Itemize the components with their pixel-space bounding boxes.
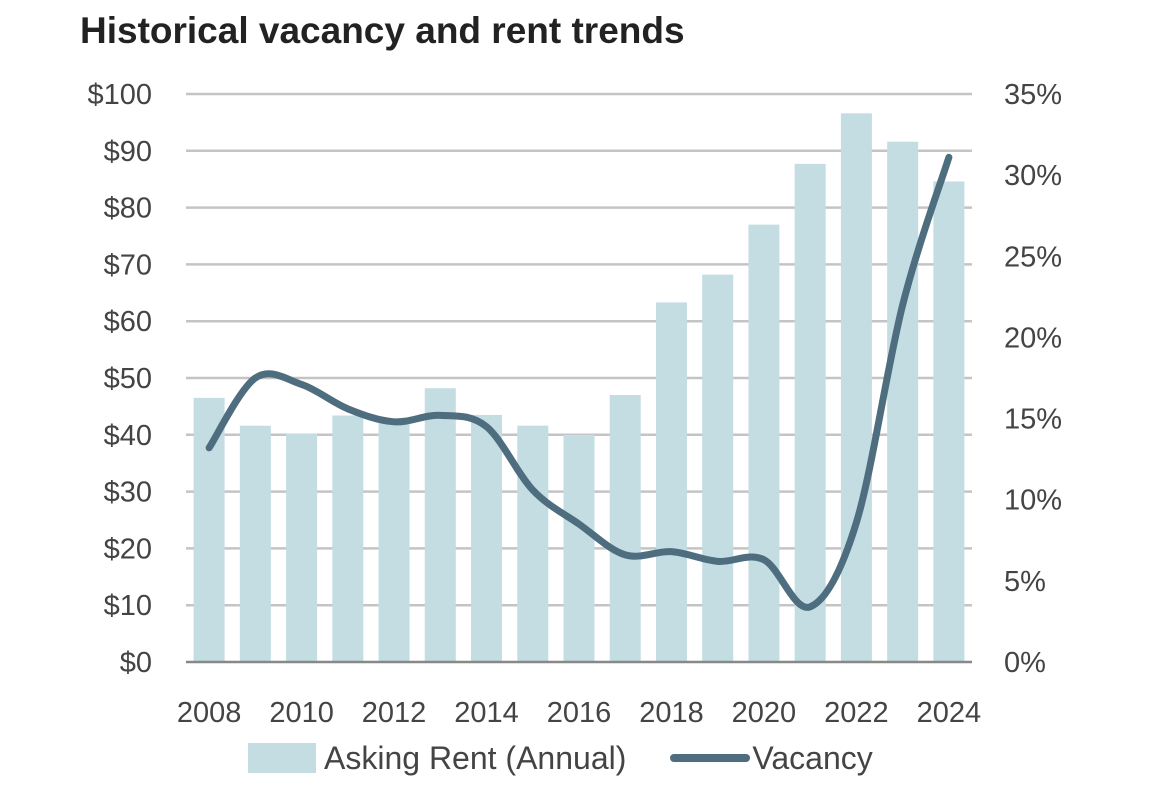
right-tick-label: 15% <box>1004 404 1062 436</box>
x-tick-label: 2020 <box>732 697 797 729</box>
rent-bar <box>378 421 410 662</box>
x-axis-ticks: 2008 2010 2012 2014 2016 2018 2020 2022 2024 <box>177 697 981 729</box>
rent-bar <box>840 113 872 662</box>
vacancy-line-group <box>205 153 953 611</box>
rent-bar <box>471 414 503 662</box>
combo-chart: $0 $10 $20 $30 $40 $50 $60 $70 $80 $90 $100 0% 5% 10… <box>87 79 1062 729</box>
left-tick-label: $80 <box>104 193 152 225</box>
legend-label-rent: Asking Rent (Annual) <box>324 739 627 776</box>
x-tick-label: 2022 <box>824 697 889 729</box>
x-tick-label: 2008 <box>177 697 242 729</box>
chart-title: Historical vacancy and rent trends <box>80 10 685 51</box>
rent-bar <box>748 224 780 662</box>
rent-bar <box>424 388 456 662</box>
left-y-axis-ticks: $0 $10 $20 $30 $40 $50 $60 $70 $80 $90 $100 <box>87 79 152 679</box>
rent-bar <box>563 434 595 662</box>
right-tick-label: 30% <box>1004 160 1062 192</box>
x-tick-label: 2012 <box>362 697 427 729</box>
rent-bar <box>517 425 549 662</box>
legend-item-rent: Asking Rent (Annual) <box>248 740 626 777</box>
x-tick-label: 2018 <box>639 697 704 729</box>
right-tick-label: 0% <box>1004 647 1046 679</box>
right-y-axis-ticks: 0% 5% 10% 15% 20% 25% 30% 35% <box>1004 79 1062 679</box>
rent-bar <box>933 181 965 663</box>
left-tick-label: $30 <box>104 477 152 509</box>
left-tick-label: $70 <box>104 249 152 281</box>
legend-item-vacancy: Vacancy <box>626 739 873 777</box>
right-tick-label: 5% <box>1004 566 1046 598</box>
rent-bar <box>655 302 687 662</box>
rent-bar <box>286 433 318 662</box>
legend-swatch-vacancy <box>670 754 751 762</box>
left-tick-label: $90 <box>104 136 152 168</box>
rent-bar <box>193 397 225 662</box>
right-tick-label: 35% <box>1004 79 1062 111</box>
rent-bars <box>193 113 965 663</box>
legend-swatch-rent <box>248 743 316 773</box>
rent-bar <box>887 141 919 662</box>
x-tick-label: 2016 <box>547 697 612 729</box>
x-tick-label: 2010 <box>269 697 334 729</box>
right-tick-label: 25% <box>1004 241 1062 273</box>
left-tick-label: $40 <box>104 420 152 452</box>
left-tick-label: $20 <box>104 533 152 565</box>
rent-bar <box>609 395 641 662</box>
left-tick-label: $10 <box>104 590 152 622</box>
right-tick-label: 10% <box>1004 485 1062 517</box>
rent-bar <box>332 415 364 662</box>
right-tick-label: 20% <box>1004 322 1062 354</box>
x-tick-label: 2024 <box>917 697 982 729</box>
left-tick-label: $0 <box>120 647 152 679</box>
left-tick-label: $60 <box>104 306 152 338</box>
x-tick-label: 2014 <box>454 697 519 729</box>
left-tick-label: $50 <box>104 363 152 395</box>
legend: Asking Rent (Annual) Vacancy <box>248 736 873 780</box>
vacancy-line <box>205 153 953 611</box>
rent-bar <box>239 425 271 662</box>
rent-bar <box>794 163 826 662</box>
legend-label-vacancy: Vacancy <box>752 739 873 776</box>
left-tick-label: $100 <box>87 79 152 111</box>
rent-bar <box>702 274 734 662</box>
